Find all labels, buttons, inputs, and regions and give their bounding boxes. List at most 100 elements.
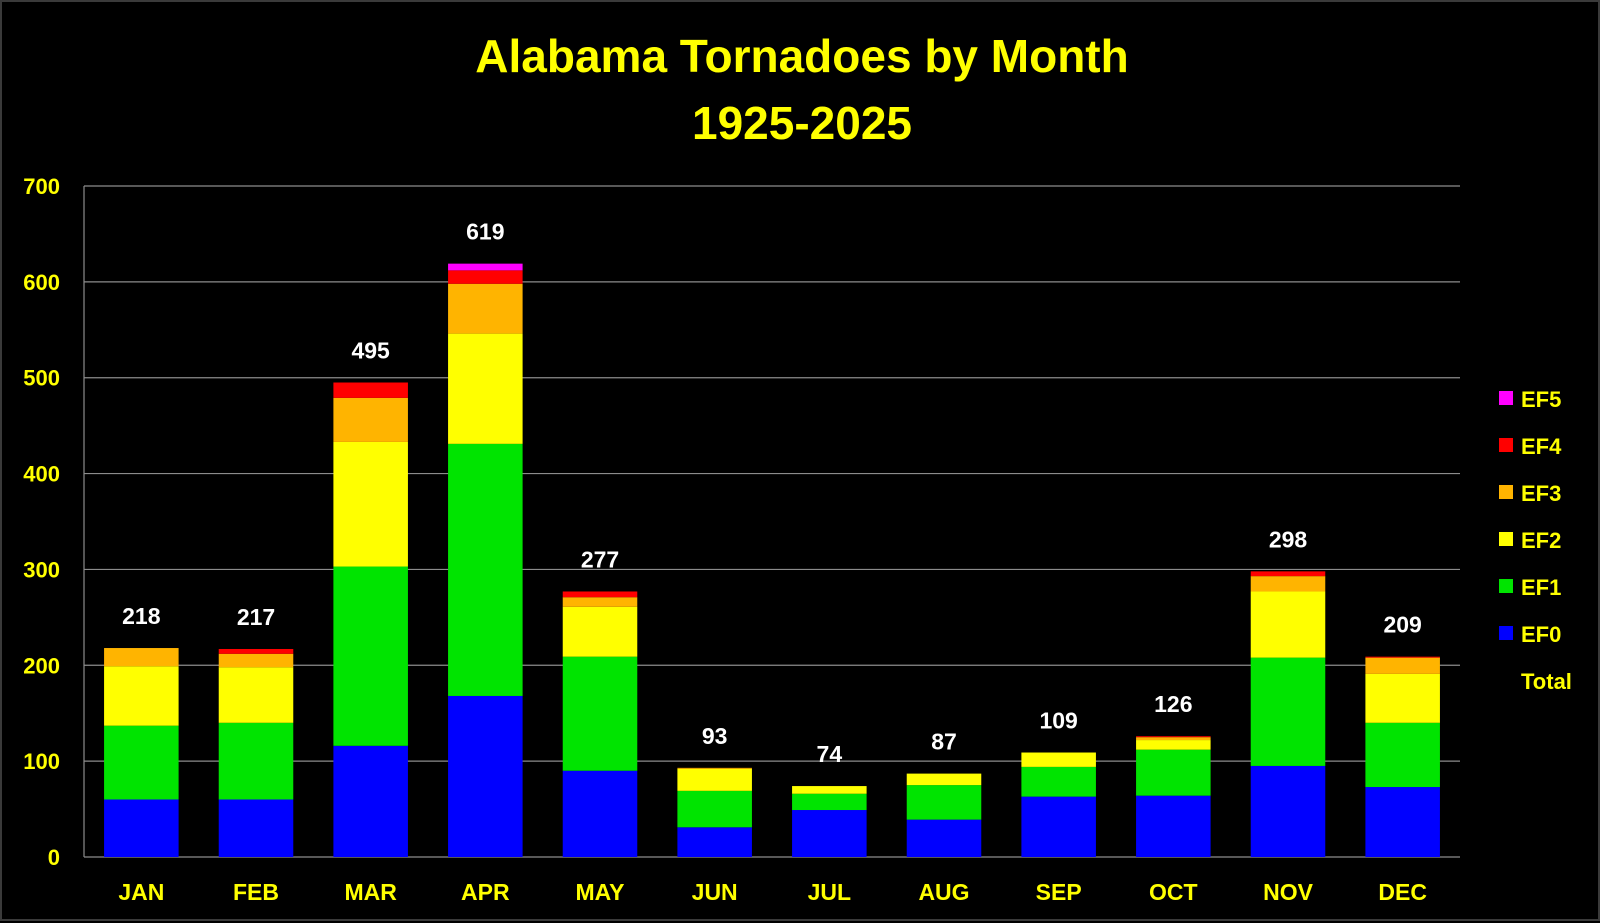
- bar-mar-ef1: [333, 566, 408, 746]
- y-tick-label-300: 300: [23, 557, 60, 582]
- x-tick-label-jun: JUN: [692, 879, 738, 905]
- bar-jan-ef0: [104, 799, 179, 857]
- legend-swatch-ef2: [1499, 532, 1513, 546]
- bar-oct-ef4: [1136, 736, 1211, 738]
- bar-dec-ef3: [1365, 657, 1440, 674]
- bar-oct-ef1: [1136, 749, 1211, 796]
- bar-aug-ef0: [906, 819, 982, 857]
- bar-may-ef1: [562, 656, 638, 771]
- bar-mar-ef2: [333, 441, 408, 567]
- x-tick-label-nov: NOV: [1263, 879, 1314, 905]
- legend-label-ef2: EF2: [1521, 528, 1561, 553]
- bar-jun-ef3: [677, 767, 752, 769]
- y-tick-label-200: 200: [23, 653, 60, 678]
- legend-swatch-ef5: [1499, 391, 1513, 405]
- bar-dec-ef1: [1365, 722, 1440, 788]
- x-tick-label-mar: MAR: [344, 879, 397, 905]
- legend-label-ef4: EF4: [1521, 434, 1562, 459]
- bar-apr-ef5: [448, 263, 523, 271]
- bar-feb-ef0: [218, 799, 294, 857]
- total-label-aug: 87: [931, 729, 957, 755]
- legend-label-ef5: EF5: [1521, 387, 1561, 412]
- legend-swatch-ef0: [1499, 626, 1513, 640]
- bar-jan-ef2: [104, 666, 179, 726]
- bar-feb-ef3: [218, 653, 294, 668]
- y-tick-label-100: 100: [23, 749, 60, 774]
- data-labels: 218 217 495 619 277 93 74 87 109 126 298 209: [122, 219, 1422, 767]
- x-tick-label-apr: APR: [461, 879, 510, 905]
- bar-jan-ef1: [104, 725, 179, 800]
- x-tick-label-jan: JAN: [118, 879, 164, 905]
- y-tick-label-0: 0: [48, 845, 60, 870]
- total-label-may: 277: [581, 546, 619, 572]
- bar-jun-ef1: [677, 790, 752, 828]
- total-label-apr: 619: [466, 219, 504, 245]
- x-tick-label-feb: FEB: [233, 879, 279, 905]
- legend-swatch-ef3: [1499, 485, 1513, 499]
- y-tick-label-700: 700: [23, 174, 60, 199]
- bar-feb-ef2: [218, 667, 294, 723]
- bar-dec-ef4: [1365, 656, 1440, 658]
- bar-mar-ef0: [333, 745, 408, 857]
- x-tick-label-oct: OCT: [1149, 879, 1198, 905]
- bar-oct-ef0: [1136, 795, 1211, 857]
- total-label-dec: 209: [1383, 612, 1421, 638]
- legend-label-ef1: EF1: [1521, 575, 1561, 600]
- bar-jul-ef0: [792, 810, 867, 857]
- bar-nov-ef2: [1250, 591, 1326, 658]
- bar-nov-ef3: [1250, 576, 1326, 592]
- bar-dec-ef0: [1365, 787, 1440, 857]
- bar-mar-ef4: [333, 382, 408, 398]
- total-label-feb: 217: [237, 604, 275, 630]
- bar-feb-ef4: [218, 648, 294, 654]
- bar-aug-ef1: [906, 785, 982, 820]
- bar-nov-ef0: [1250, 765, 1326, 857]
- y-tick-label-600: 600: [23, 270, 60, 295]
- bar-apr-ef3: [448, 283, 523, 334]
- x-tick-label-aug: AUG: [918, 879, 969, 905]
- bar-oct-ef3: [1136, 737, 1211, 741]
- legend-label-total: Total: [1521, 669, 1572, 694]
- bar-jan-ef3: [104, 648, 179, 667]
- bar-may-ef0: [562, 770, 638, 857]
- legend-label-ef3: EF3: [1521, 481, 1561, 506]
- bar-may-ef4: [562, 591, 638, 598]
- x-tick-label-jul: JUL: [808, 879, 851, 905]
- bar-apr-ef1: [448, 443, 523, 696]
- legend: EF5 EF4 EF3 EF2 EF1 EF0 Total: [1499, 387, 1572, 694]
- bar-jun-ef0: [677, 827, 752, 857]
- total-label-nov: 298: [1269, 526, 1308, 552]
- bar-oct-ef2: [1136, 740, 1211, 750]
- bar-dec-ef2: [1365, 673, 1440, 723]
- y-tick-label-400: 400: [23, 462, 60, 487]
- bar-sep-ef0: [1021, 796, 1096, 857]
- x-tick-label-may: MAY: [576, 879, 625, 905]
- axes: 0 100 200 300 400 500 600 700 JAN FEB MAR APR MAY JUN…: [23, 174, 1427, 905]
- total-label-oct: 126: [1154, 691, 1192, 717]
- chart-subtitle: 1925-2025: [692, 97, 912, 149]
- bar-nov-ef1: [1250, 657, 1326, 766]
- bar-sep-ef1: [1021, 766, 1096, 797]
- total-label-jan: 218: [122, 603, 161, 629]
- bar-aug-ef2: [906, 773, 982, 786]
- x-tick-label-dec: DEC: [1378, 879, 1427, 905]
- gridlines: [84, 185, 1460, 858]
- bar-may-ef3: [562, 597, 638, 607]
- bar-jun-ef2: [677, 768, 752, 791]
- total-label-jun: 93: [702, 723, 728, 749]
- bar-apr-ef2: [448, 333, 523, 444]
- bar-apr-ef4: [448, 270, 523, 284]
- bar-jul-ef1: [792, 793, 867, 811]
- legend-label-ef0: EF0: [1521, 622, 1561, 647]
- x-tick-label-sep: SEP: [1036, 879, 1082, 905]
- total-label-sep: 109: [1039, 708, 1077, 734]
- bar-nov-ef4: [1250, 571, 1326, 577]
- chart-title: Alabama Tornadoes by Month: [475, 30, 1128, 82]
- bar-stacks: [104, 263, 1440, 857]
- bar-feb-ef1: [218, 722, 294, 800]
- legend-swatch-ef4: [1499, 438, 1513, 452]
- total-label-jul: 74: [817, 741, 843, 767]
- y-tick-label-500: 500: [23, 366, 60, 391]
